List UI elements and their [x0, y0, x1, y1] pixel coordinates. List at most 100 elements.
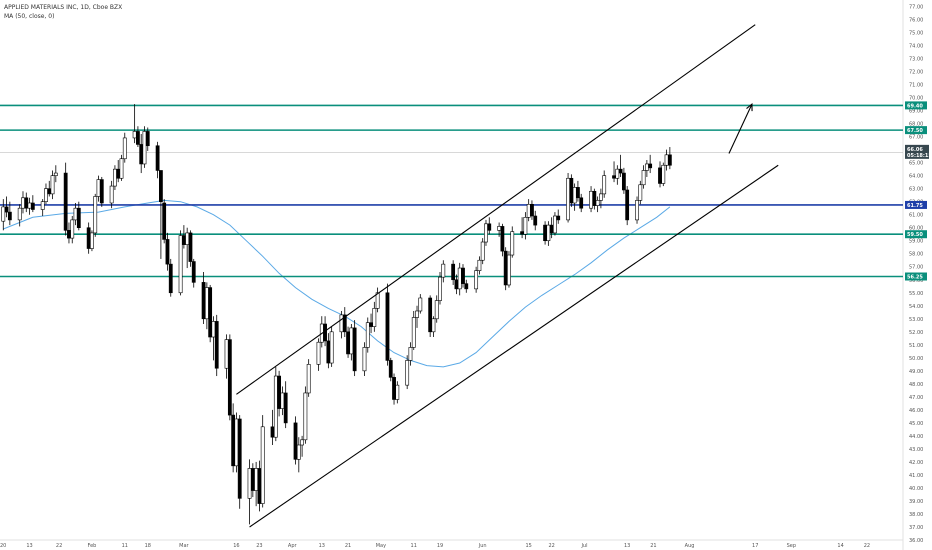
price-axis[interactable]: 36.00 37.00 38.00 39.00 40.00 41.00 42.00 43.00…: [905, 5, 932, 544]
price-tick-label: 64.00: [909, 174, 923, 180]
candle-body-102: [474, 270, 479, 290]
candle-body-104: [480, 241, 485, 261]
candle-body-105: [484, 223, 488, 243]
candle-body-113: [523, 217, 528, 235]
candle-body-86: [395, 384, 400, 400]
candle-body-79: [365, 322, 370, 348]
candle-body-30: [139, 144, 144, 165]
candle-body-106: [487, 223, 492, 231]
candle-body-58: [270, 426, 275, 438]
price-tick-label: 38.00: [909, 512, 923, 518]
price-tick-label: 46.00: [909, 408, 923, 414]
candle-body-29: [136, 131, 140, 145]
price-tick-label: 67.00: [909, 135, 923, 141]
candle-body-115: [530, 203, 534, 217]
candle-body-118: [546, 224, 551, 242]
candle-body-44: [204, 287, 209, 320]
price-tick-label: 74.00: [909, 44, 923, 50]
candle-body-41: [188, 232, 193, 262]
time-tick-label: 13: [319, 543, 325, 549]
price-tick-label: 48.00: [909, 382, 923, 388]
price-tick-label: 52.00: [909, 330, 923, 336]
candle-body-112: [520, 231, 525, 235]
candle-body-63: [293, 422, 298, 460]
candle-body-31: [142, 131, 147, 165]
time-tick-label: 11: [122, 543, 128, 549]
price-tick-label: 73.00: [909, 57, 923, 63]
candle-body-130: [599, 193, 603, 201]
candle-body-11: [50, 175, 55, 195]
candle-body-91: [418, 297, 423, 312]
candle-body-116: [533, 215, 538, 226]
candle-body-78: [362, 347, 367, 372]
candle-body-98: [454, 279, 459, 290]
symbol-title: APPLIED MATERIALS INC, 1D, Cboe BZX: [4, 4, 123, 11]
candle-body-60: [277, 375, 282, 409]
time-tick-label: 15: [525, 543, 531, 549]
candle-body-87: [405, 360, 410, 386]
time-tick-label: Apr: [288, 543, 298, 549]
candle-body-13: [63, 172, 68, 231]
candle-body-19: [90, 232, 94, 249]
candle-body-46: [211, 321, 216, 338]
candle-body-42: [191, 261, 196, 283]
price-tick-label: 76.00: [909, 18, 923, 24]
candle-body-92: [428, 297, 433, 333]
price-tick-label: 55.00: [909, 291, 923, 297]
time-tick-label: Mar: [179, 543, 189, 549]
candle-body-8: [40, 201, 45, 210]
candle-body-22: [99, 179, 104, 204]
price-tick-label: 40.00: [909, 486, 923, 492]
trendline-channel[interactable]: [236, 24, 779, 528]
level-badge-1: [905, 126, 927, 135]
countdown-label: 05:18:15: [907, 153, 932, 159]
candle-body-131: [602, 175, 607, 195]
candle-body-56: [257, 468, 262, 504]
channel-lower-line: [249, 164, 779, 528]
channel-upper-line: [236, 24, 756, 395]
candle-body-43: [201, 282, 206, 320]
candle-body-100: [461, 267, 465, 284]
candle-body-51: [234, 418, 239, 467]
support-resistance-levels[interactable]: [0, 104, 903, 278]
candle-body-137: [635, 200, 639, 221]
time-axis[interactable]: 2020 13 22 Feb 11 18 Mar 16 23 Apr 13 21 May 11 19 Jun 1…: [0, 543, 870, 549]
price-tick-label: 42.00: [909, 460, 923, 466]
candle-body-114: [526, 203, 531, 218]
price-tick-label: 44.00: [909, 434, 923, 440]
candle-body-111: [510, 231, 515, 256]
level-badge-4: [905, 272, 927, 281]
candle-body-68: [316, 341, 321, 365]
candle-body-75: [346, 331, 350, 355]
candle-body-26: [119, 158, 124, 179]
candle-body-83: [385, 292, 390, 361]
candle-body-99: [457, 267, 462, 290]
candle-body-145: [667, 154, 672, 166]
candle-body-107: [497, 226, 502, 231]
candle-body-16: [73, 207, 78, 221]
price-tick-label: 69.00: [909, 109, 923, 115]
level-badge-0: [905, 101, 927, 110]
candle-body-17: [76, 207, 81, 229]
candle-body-57: [260, 426, 265, 504]
time-tick-label: Sep: [787, 543, 796, 549]
candle-body-141: [648, 163, 653, 169]
time-tick-label: 18: [145, 543, 151, 549]
candle-body-132: [612, 175, 616, 179]
price-tick-label: 56.00: [909, 278, 923, 284]
candle-body-89: [411, 317, 416, 348]
candle-body-39: [181, 235, 186, 245]
candle-body-110: [507, 254, 511, 286]
candle-body-84: [388, 360, 393, 378]
candle-body-37: [168, 263, 173, 294]
candle-body-52: [237, 418, 242, 499]
candle-body-142: [658, 167, 662, 184]
candle-body-61: [280, 392, 285, 409]
price-tick-label: 36.00: [909, 538, 923, 544]
candle-body-123: [569, 177, 574, 204]
candle-body-129: [595, 200, 600, 206]
candle-body-4: [21, 197, 25, 209]
price-tick-label: 39.00: [909, 499, 923, 505]
price-tick-label: 53.00: [909, 317, 923, 323]
